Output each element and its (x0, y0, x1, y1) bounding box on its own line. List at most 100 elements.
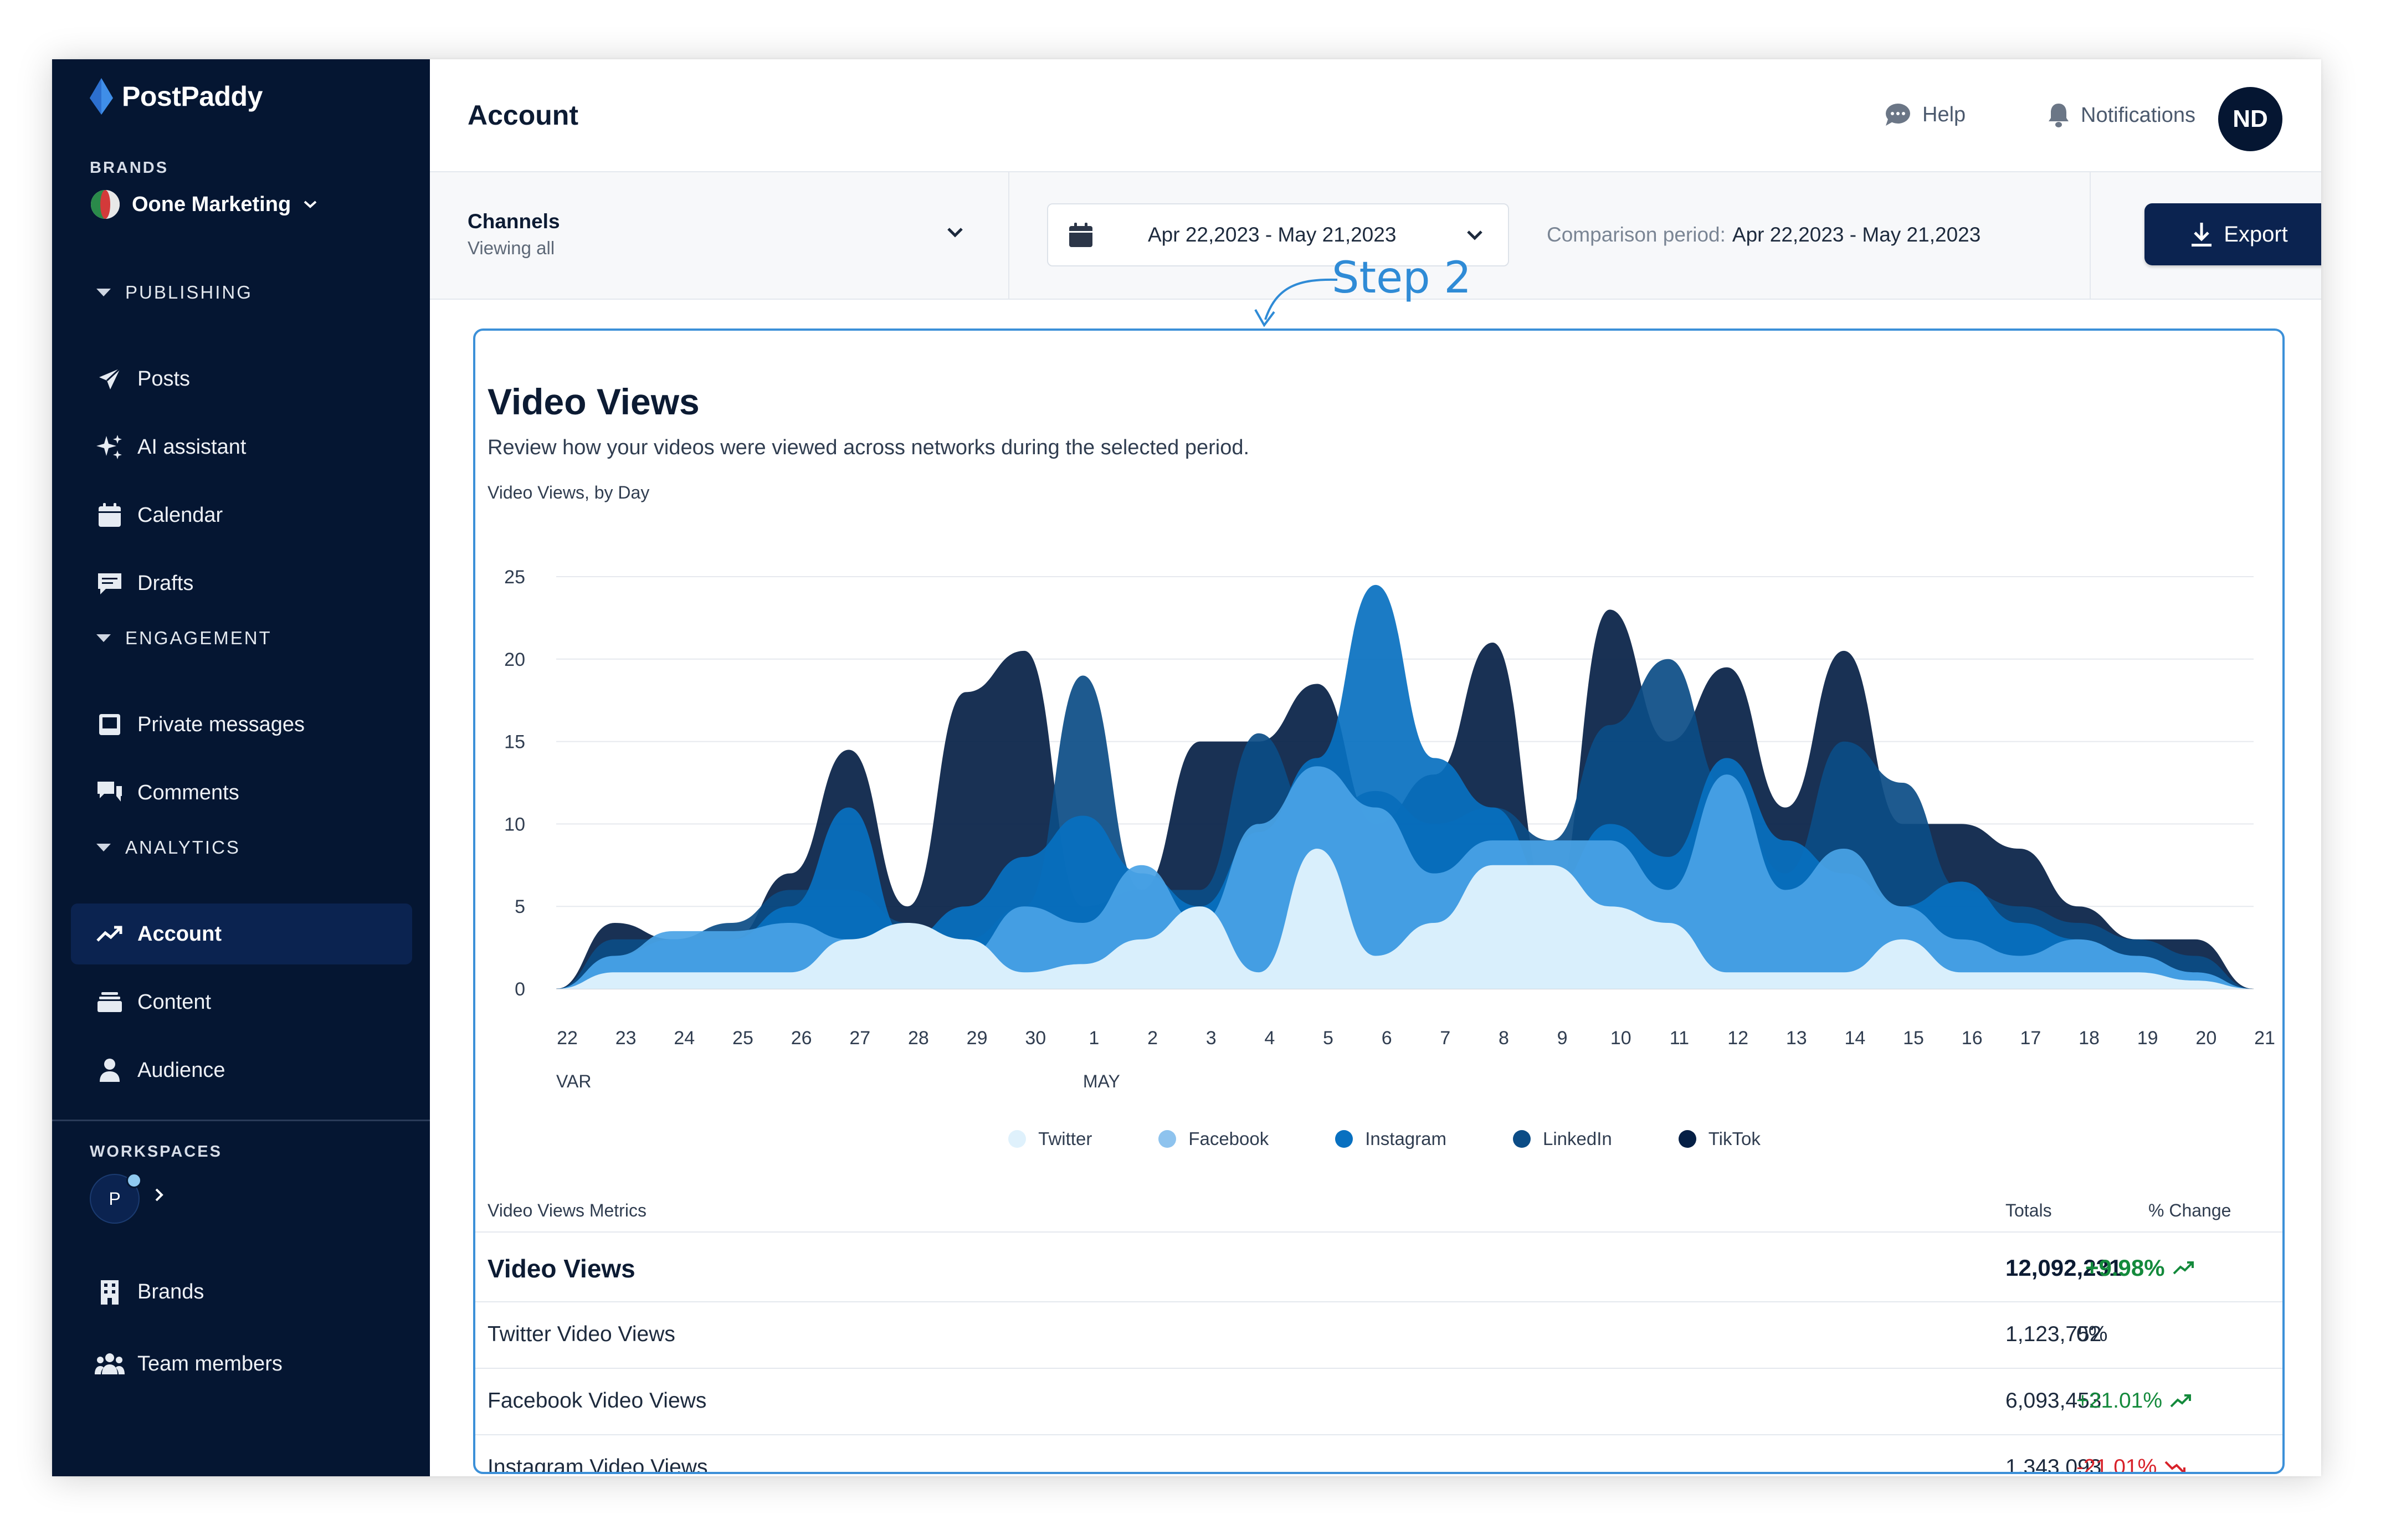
download-icon (2192, 223, 2212, 247)
sidebar-item-private-messages[interactable]: Private messages (71, 694, 412, 755)
trend-up-icon (2173, 1261, 2194, 1275)
sidebar-item-drafts[interactable]: Drafts (71, 553, 412, 614)
x-group-label: VAR (556, 1071, 591, 1091)
area-series-facebook (556, 766, 2254, 989)
metrics-header-row: Video Views Metrics Totals % Change (475, 1184, 2282, 1233)
column-header-change: % Change (2148, 1200, 2231, 1220)
channels-title: Channels (468, 210, 560, 233)
export-button[interactable]: Export (2144, 203, 2321, 265)
section-label: PUBLISHING (125, 282, 253, 302)
legend-label: Facebook (1188, 1128, 1269, 1149)
x-tick-label: 16 (1962, 1028, 1983, 1049)
sidebar-item-label: Audience (137, 1058, 225, 1082)
chart-subtitle: Video Views, by Day (488, 482, 650, 502)
brand-name: Oone Marketing (132, 192, 291, 216)
x-tick-label: 30 (1025, 1028, 1046, 1049)
table-row: Instagram Video Views 1,343,093 -21.01% (475, 1435, 2282, 1474)
trend-up-icon (96, 926, 122, 942)
user-avatar[interactable]: ND (2218, 87, 2282, 151)
legend-item-facebook[interactable]: Facebook (1158, 1128, 1269, 1149)
sidebar-item-content[interactable]: Content (71, 972, 412, 1033)
table-row: Twitter Video Views 1,123,752 0% (475, 1302, 2282, 1369)
x-tick-label: 17 (2020, 1028, 2041, 1049)
sidebar-item-label: AI assistant (137, 435, 247, 459)
section-engagement[interactable]: ENGAGEMENT (96, 628, 272, 649)
sidebar-item-team-members[interactable]: Team members (71, 1333, 412, 1394)
logo[interactable]: PostPaddy (89, 77, 263, 116)
comparison-label: Comparison period: (1547, 223, 1726, 246)
x-tick-label: 28 (908, 1028, 929, 1049)
table-row: Video Views 12,092,231 +9.98% (475, 1233, 2282, 1302)
caret-down-icon (96, 634, 111, 642)
brand-selector[interactable]: Oone Marketing (90, 189, 319, 220)
stack-icon (98, 992, 122, 1012)
y-tick-label: 25 (504, 567, 525, 588)
section-label: ENGAGEMENT (125, 628, 272, 648)
y-tick-label: 10 (504, 814, 525, 835)
filter-bar: Channels Viewing all Apr 22,2023 - May 2… (430, 172, 2321, 300)
x-tick-label: 29 (967, 1028, 988, 1049)
x-tick-label: 23 (615, 1028, 637, 1049)
x-tick-label: 25 (732, 1028, 753, 1049)
section-analytics[interactable]: ANALYTICS (96, 837, 240, 858)
legend-item-linkedin[interactable]: LinkedIn (1512, 1128, 1612, 1149)
metric-total: 1,343,093 (2005, 1455, 2102, 1474)
building-icon (101, 1280, 119, 1305)
paper-plane-icon (99, 367, 121, 389)
sidebar-item-account[interactable]: Account (71, 904, 412, 964)
step-label: Step 2 (1332, 253, 1472, 303)
legend-item-instagram[interactable]: Instagram (1335, 1128, 1446, 1149)
chat-bubble-icon (1886, 104, 1910, 126)
sidebar-item-label: Team members (137, 1352, 283, 1375)
date-range-value: Apr 22,2023 - May 21,2023 (1148, 223, 1397, 246)
x-tick-label: 7 (1440, 1028, 1450, 1049)
help-label: Help (1922, 102, 1966, 126)
section-publishing[interactable]: PUBLISHING (96, 282, 253, 303)
metric-total: 12,092,231 (2005, 1255, 2122, 1281)
caret-down-icon (96, 289, 111, 296)
workspace-status-dot (126, 1173, 142, 1188)
metric-change-value: 0% (2076, 1322, 2108, 1346)
x-tick-label: 15 (1903, 1028, 1924, 1049)
video-views-card: Video Views Review how your videos were … (473, 328, 2285, 1474)
y-tick-label: 20 (504, 649, 525, 670)
chevron-right-icon[interactable] (153, 1184, 166, 1206)
legend-item-twitter[interactable]: Twitter (1008, 1128, 1092, 1149)
sidebar-item-comments[interactable]: Comments (71, 762, 412, 823)
app-name: PostPaddy (122, 81, 263, 112)
table-row: Facebook Video Views 6,093,453 +21.01% (475, 1369, 2282, 1435)
chart-legend: Twitter Facebook Instagram LinkedIn TikTok (475, 1128, 2282, 1149)
sidebar-item-brands[interactable]: Brands (71, 1261, 412, 1322)
x-tick-label: 14 (1844, 1028, 1865, 1049)
sidebar-item-posts[interactable]: Posts (71, 348, 412, 409)
legend-item-tiktok[interactable]: TikTok (1678, 1128, 1761, 1149)
sidebar-item-label: Comments (137, 781, 239, 804)
brand-avatar-icon (91, 190, 120, 219)
x-tick-label: 26 (791, 1028, 812, 1049)
chevron-down-icon (947, 228, 963, 238)
sidebar-item-label: Content (137, 990, 212, 1014)
metric-total: 6,093,453 (2005, 1389, 2102, 1413)
x-tick-label: 24 (674, 1028, 695, 1049)
card-subtitle: Review how your videos were viewed acros… (488, 436, 1250, 459)
help-button[interactable]: Help (1885, 102, 1966, 127)
filter-divider (2090, 172, 2091, 299)
legend-swatch (1678, 1130, 1696, 1148)
sidebar-item-ai-assistant[interactable]: AI assistant (71, 417, 412, 478)
metric-change: -21.01% (2076, 1455, 2187, 1472)
calendar-icon (1069, 223, 1092, 247)
legend-label: TikTok (1708, 1128, 1761, 1149)
date-range-picker[interactable]: Apr 22,2023 - May 21,2023 (1047, 203, 1509, 266)
sidebar-item-calendar[interactable]: Calendar (71, 485, 412, 546)
comparison-period: Comparison period: Apr 22,2023 - May 21,2… (1547, 223, 1980, 247)
notifications-button[interactable]: Notifications (2048, 102, 2195, 128)
comments-icon (98, 782, 122, 802)
x-tick-label: 20 (2195, 1028, 2216, 1049)
trend-down-icon (2164, 1461, 2186, 1472)
sidebar-item-audience[interactable]: Audience (71, 1040, 412, 1101)
notifications-label: Notifications (2081, 103, 2195, 127)
postpaddy-logo-icon (90, 78, 113, 115)
x-tick-label: 27 (849, 1028, 870, 1049)
legend-swatch (1512, 1130, 1531, 1148)
channels-filter[interactable]: Channels Viewing all (430, 172, 1009, 299)
